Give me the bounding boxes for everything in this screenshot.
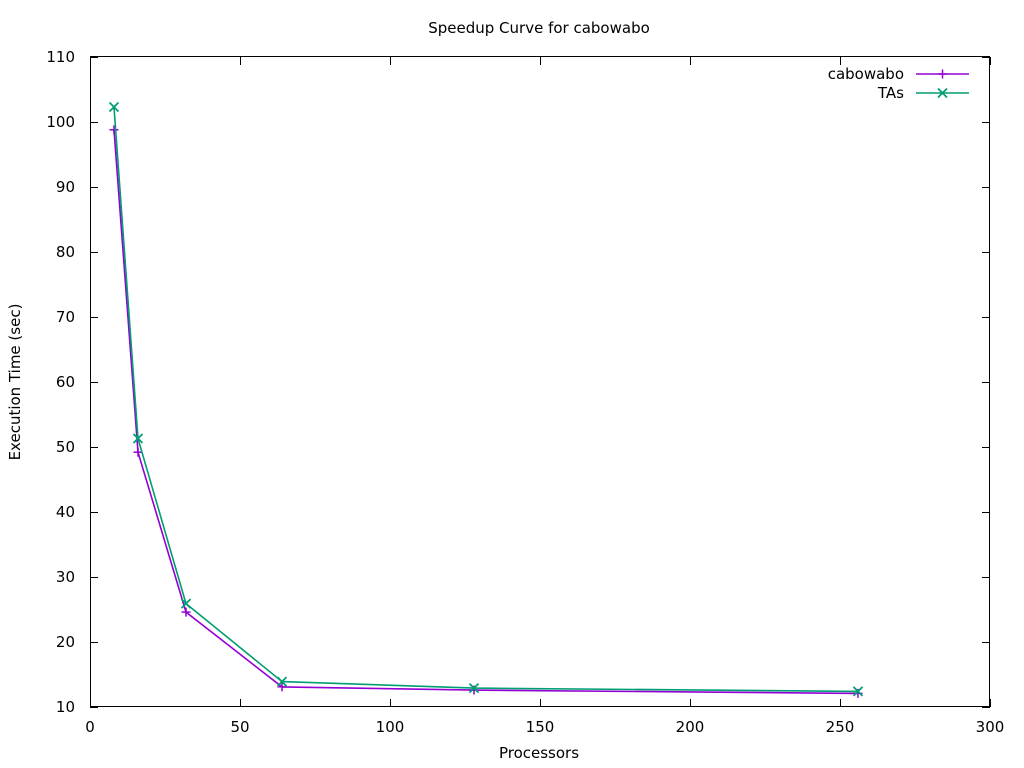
series-line-cabowabo [113,129,859,695]
data-point-tas [108,101,120,113]
data-point-tas [276,676,288,687]
legend-label: TAs [877,84,904,102]
x-tick-label: 200 [676,718,705,736]
x-tick-label: 150 [526,718,555,736]
series-layer [108,101,864,698]
x-tick-label: 100 [376,718,405,736]
data-point-cabowabo [181,607,191,617]
x-tick-label: 0 [85,718,95,736]
data-point-tas [468,683,480,694]
y-tick-label: 20 [56,633,75,651]
x-tick-label: 50 [230,718,249,736]
y-tick-label: 90 [56,178,75,196]
y-tick-label: 50 [56,438,75,456]
y-axis: 10 20 30 40 50 60 70 80 90 100 110 [46,48,990,716]
x-tick-label: 250 [826,718,855,736]
x-axis: 0 50 100 150 200 250 300 [85,57,1004,736]
data-point-cabowabo [133,447,143,457]
data-point-cabowabo [277,682,287,692]
y-tick-label: 70 [56,308,75,326]
legend-swatch-marker [937,87,948,99]
y-axis-label: Execution Time (sec) [6,304,24,461]
data-point-tas [132,433,144,444]
y-tick-label: 80 [56,243,75,261]
plot-frame [90,56,990,707]
data-point-tas [852,686,864,697]
y-tick-label: 100 [46,113,75,131]
legend-swatch-marker [938,69,947,79]
y-tick-label: 40 [56,503,75,521]
x-axis-label: Processors [499,744,579,762]
x-tick-label: 300 [976,718,1005,736]
data-point-cabowabo [109,125,119,135]
chart-title: Speedup Curve for cabowabo [428,19,650,37]
y-tick-label: 10 [56,698,75,716]
legend-label: cabowabo [828,65,904,83]
series-line-tas [113,107,859,693]
data-point-tas [180,598,192,609]
y-tick-label: 60 [56,373,75,391]
y-tick-label: 110 [46,48,75,66]
y-tick-label: 30 [56,568,75,586]
